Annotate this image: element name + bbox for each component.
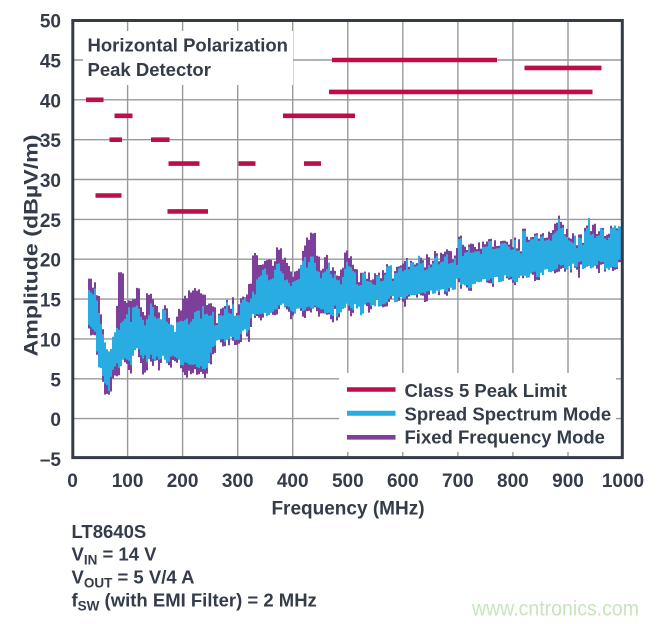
svg-text:–5: –5 <box>40 450 62 471</box>
svg-text:100: 100 <box>112 471 144 492</box>
svg-text:300: 300 <box>222 471 254 492</box>
svg-text:700: 700 <box>442 471 474 492</box>
svg-text:15: 15 <box>40 291 62 312</box>
svg-text:Horizontal Polarization: Horizontal Polarization <box>88 35 288 56</box>
svg-text:1000: 1000 <box>602 471 644 492</box>
svg-text:Class 5 Peak Limit: Class 5 Peak Limit <box>405 380 567 401</box>
svg-text:LT8640S: LT8640S <box>72 521 147 542</box>
svg-text:Frequency (MHz): Frequency (MHz) <box>271 499 424 520</box>
svg-text:fSW (with EMI Filter) = 2 MHz: fSW (with EMI Filter) = 2 MHz <box>72 590 317 614</box>
svg-text:Peak Detector: Peak Detector <box>88 59 211 80</box>
svg-text:200: 200 <box>167 471 199 492</box>
svg-text:25: 25 <box>40 211 62 232</box>
svg-text:500: 500 <box>332 471 364 492</box>
svg-text:20: 20 <box>40 251 61 272</box>
svg-text:35: 35 <box>40 131 62 152</box>
svg-text:800: 800 <box>497 471 529 492</box>
svg-text:400: 400 <box>277 471 309 492</box>
svg-text:45: 45 <box>40 52 62 73</box>
svg-text:900: 900 <box>552 471 584 492</box>
svg-text:30: 30 <box>40 171 61 192</box>
svg-text:Spread Spectrum Mode: Spread Spectrum Mode <box>405 404 612 425</box>
svg-text:Amplitude (dBµV/m): Amplitude (dBµV/m) <box>22 135 43 357</box>
svg-text:600: 600 <box>387 471 419 492</box>
svg-text:10: 10 <box>40 330 61 351</box>
svg-text:0: 0 <box>50 410 61 431</box>
svg-text:www.cntronics.com: www.cntronics.com <box>471 598 639 621</box>
svg-text:40: 40 <box>40 91 61 112</box>
svg-text:50: 50 <box>40 12 61 33</box>
svg-text:VOUT = 5 V/4 A: VOUT = 5 V/4 A <box>72 567 195 591</box>
svg-text:Fixed Frequency Mode: Fixed Frequency Mode <box>405 427 605 448</box>
svg-text:5: 5 <box>50 370 61 391</box>
svg-text:0: 0 <box>67 471 78 492</box>
